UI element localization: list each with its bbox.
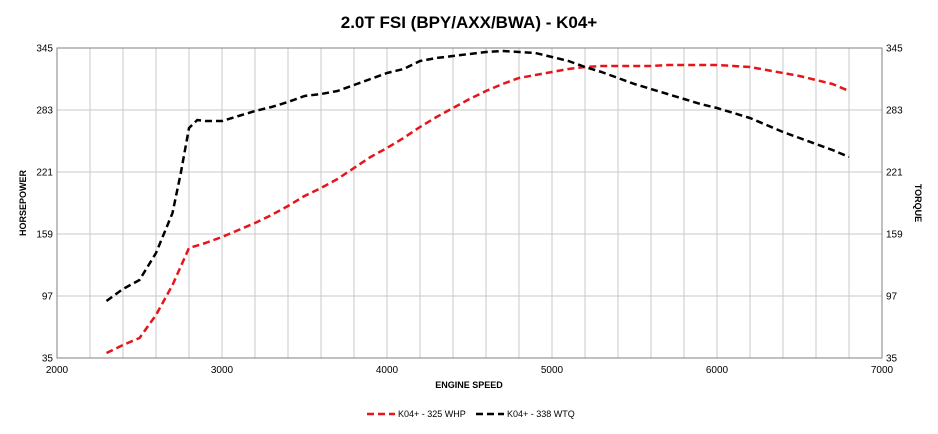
y-right-tick-label: 283 — [886, 106, 903, 117]
y-left-tick-label: 345 — [36, 44, 53, 55]
y-right-tick-label: 97 — [886, 292, 898, 303]
x-tick-label: 3000 — [211, 365, 234, 376]
x-tick-label: 4000 — [376, 365, 399, 376]
plot-border — [56, 47, 883, 359]
x-tick-label: 7000 — [871, 365, 894, 376]
series-line-horsepower — [105, 63, 850, 355]
y-right-tick-label: 159 — [886, 230, 903, 241]
y-right-tick-label: 35 — [886, 354, 898, 365]
y-left-tick-label: 35 — [42, 354, 54, 365]
legend-label: K04+ - 338 WTQ — [507, 409, 575, 419]
x-tick-labels: 2000 3000 4000 5000 6000 7000 — [46, 365, 894, 376]
y-left-tick-label: 283 — [36, 106, 53, 117]
y-left-tick-label: 221 — [36, 168, 53, 179]
x-tick-label: 5000 — [541, 365, 564, 376]
y-axis-title-left: HORSEPOWER — [18, 170, 28, 237]
x-tick-label: 2000 — [46, 365, 69, 376]
series-line-torque — [105, 49, 850, 303]
y-right-tick-labels: 35 97 159 221 283 345 — [886, 44, 903, 365]
legend-label: K04+ - 325 WHP — [398, 409, 466, 419]
x-tick-label: 6000 — [706, 365, 729, 376]
y-right-tick-label: 345 — [886, 44, 903, 55]
grid-layer — [57, 47, 882, 359]
legend: K04+ - 325 WHP K04+ - 338 WTQ — [367, 409, 575, 419]
plot-area — [57, 48, 882, 358]
y-left-tick-labels: 35 97 159 221 283 345 — [36, 44, 53, 365]
x-axis-title: ENGINE SPEED — [435, 380, 503, 390]
y-axis-title-right: TORQUE — [913, 184, 923, 222]
y-left-tick-label: 159 — [36, 230, 53, 241]
chart-title: 2.0T FSI (BPY/AXX/BWA) - K04+ — [341, 13, 598, 32]
y-right-tick-label: 221 — [886, 168, 903, 179]
series-layer — [105, 49, 850, 355]
y-left-tick-label: 97 — [42, 292, 54, 303]
